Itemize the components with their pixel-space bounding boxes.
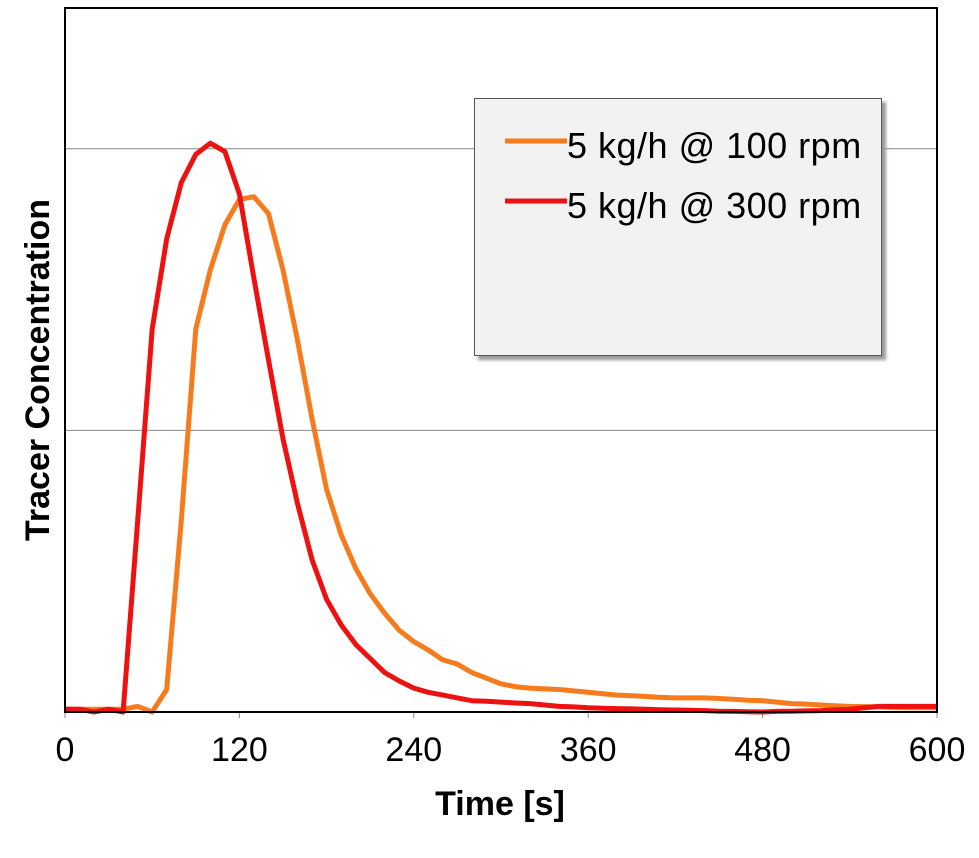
legend-label: 5 kg/h @ 100 rpm — [567, 125, 862, 166]
x-tick-label: 0 — [56, 731, 75, 769]
x-tick-label: 600 — [909, 731, 966, 769]
y-axis-title: Tracer Concentration — [19, 199, 57, 541]
legend: 5 kg/h @ 100 rpm 5 kg/h @ 300 rpm — [474, 98, 882, 356]
legend-swatch — [505, 138, 567, 144]
x-tick-label: 120 — [211, 731, 268, 769]
legend-label: 5 kg/h @ 300 rpm — [567, 185, 862, 226]
legend-entry: 5 kg/h @ 300 rpm — [505, 177, 881, 235]
legend-entry: 5 kg/h @ 100 rpm — [505, 117, 881, 175]
x-axis-title: Time [s] — [435, 785, 565, 823]
series-line — [65, 194, 937, 715]
x-tick-label: 240 — [385, 731, 442, 769]
x-tick-label: 480 — [734, 731, 791, 769]
plot-border — [64, 7, 938, 713]
legend-swatch — [505, 198, 567, 204]
x-tick-label: 360 — [560, 731, 617, 769]
